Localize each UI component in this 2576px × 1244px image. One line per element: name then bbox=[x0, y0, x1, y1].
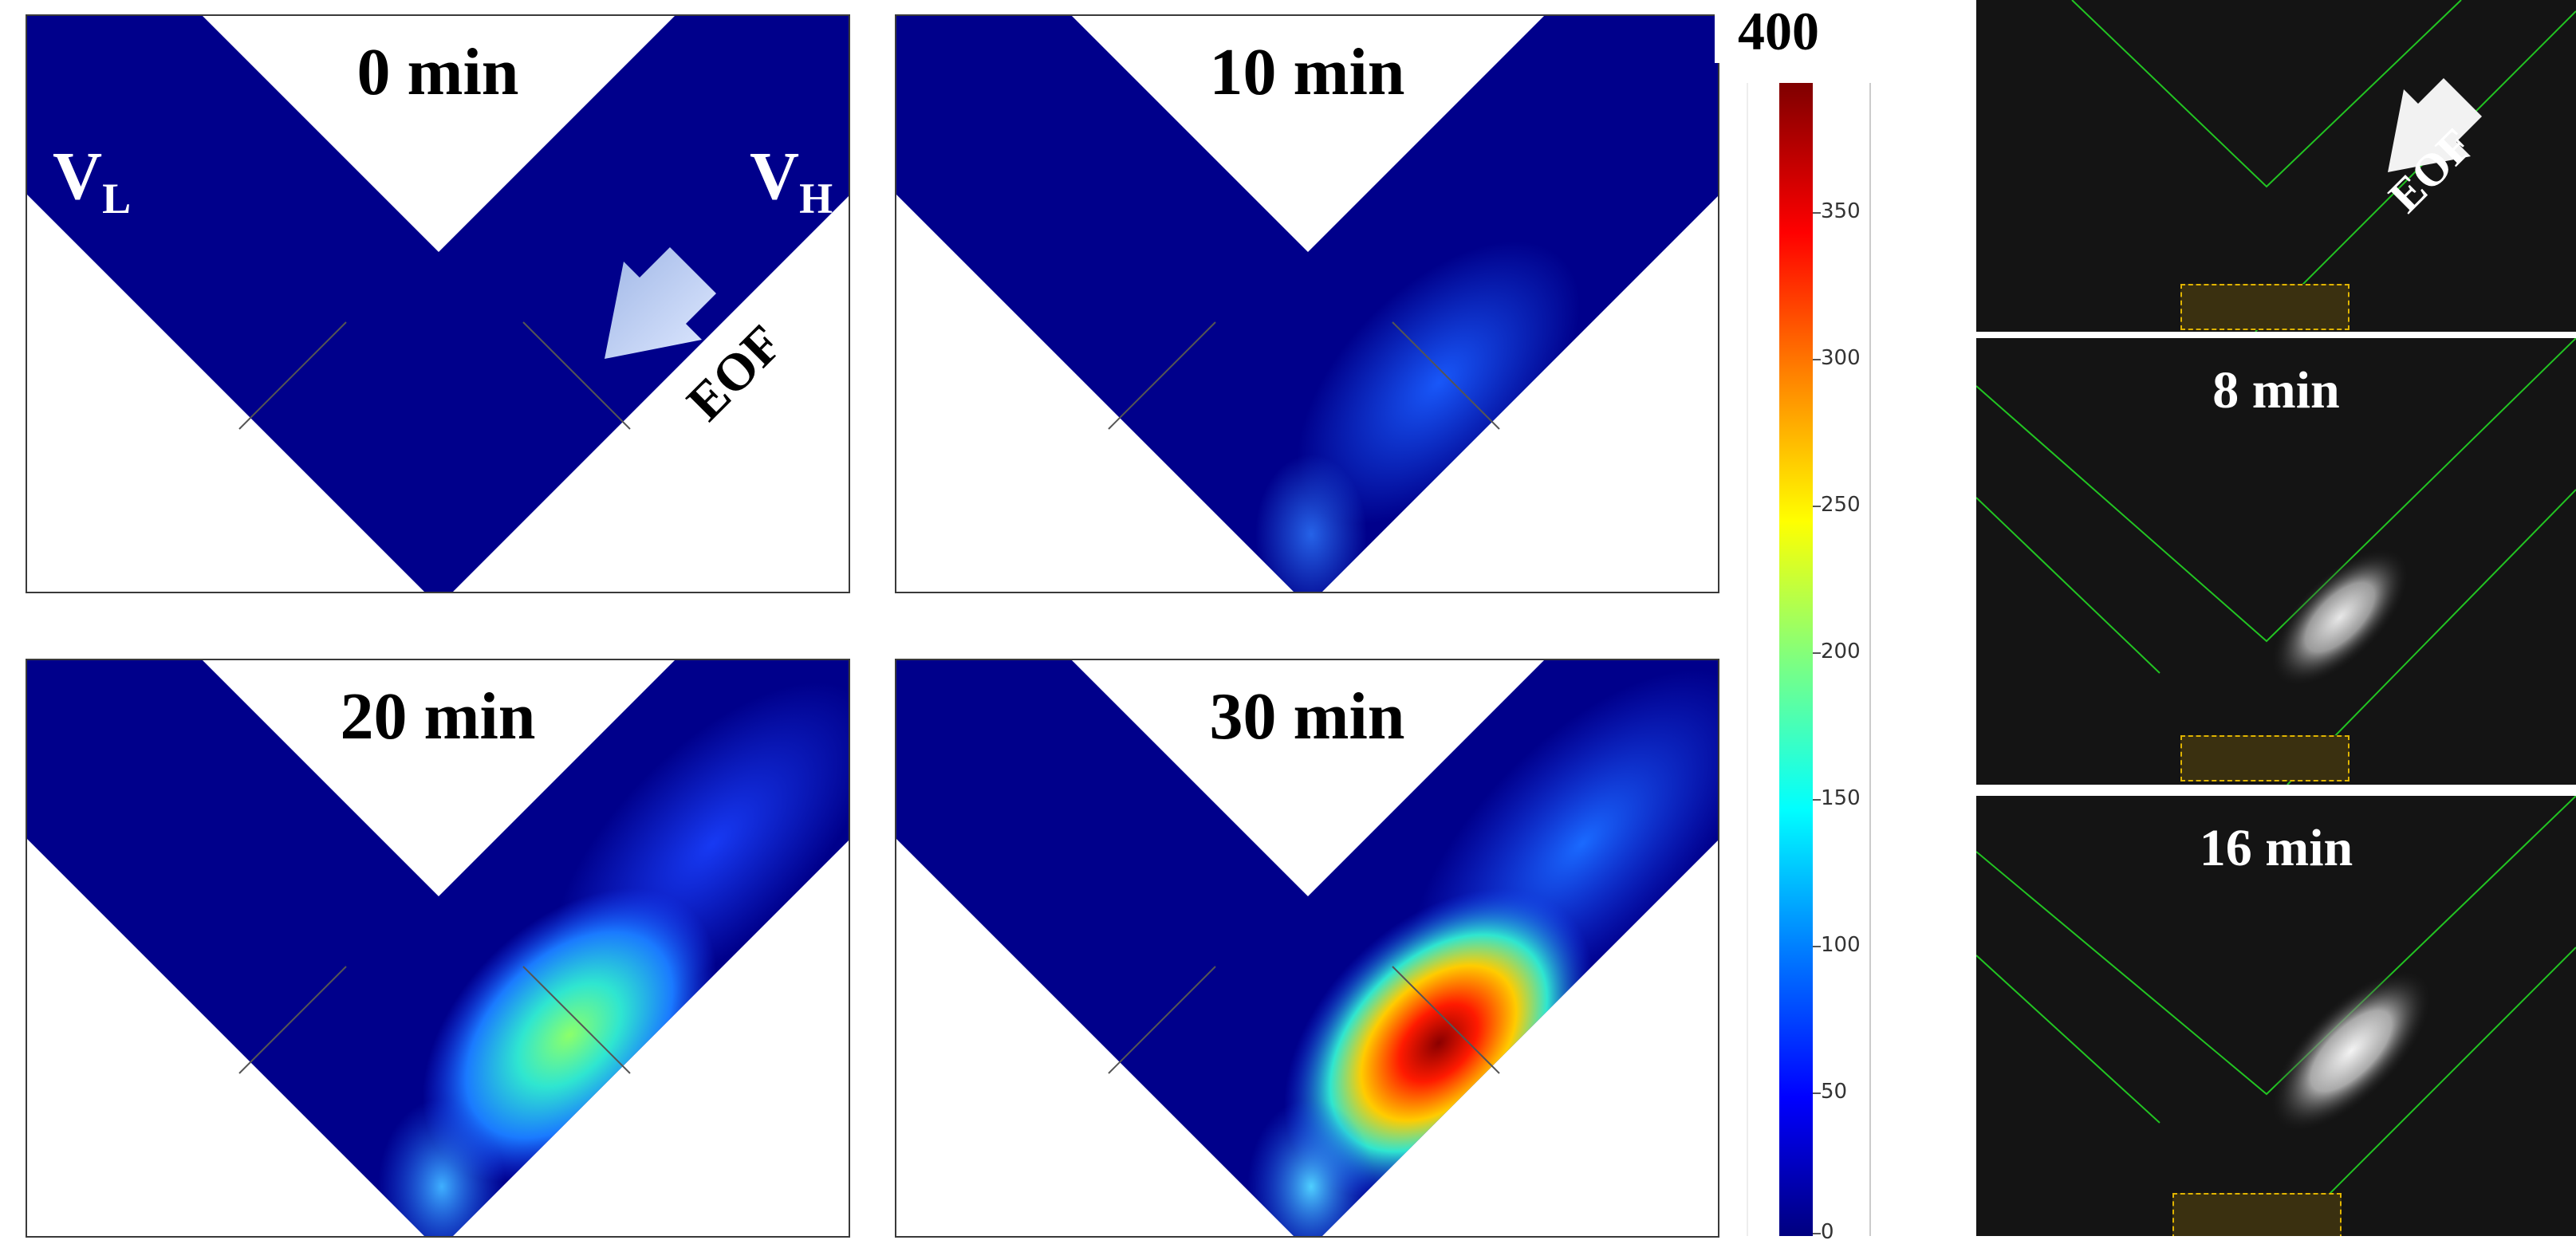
colorbar-tick-label: 300 bbox=[1821, 346, 1861, 370]
sim-panel-20min: 20 min bbox=[26, 659, 850, 1238]
flow-arrow-icon bbox=[605, 247, 716, 359]
colorbar-tick bbox=[1813, 799, 1821, 801]
colorbar-tick bbox=[1813, 946, 1821, 947]
v-channel bbox=[27, 660, 849, 1236]
vl-label: VL bbox=[53, 137, 132, 223]
colorbar-tick bbox=[1813, 652, 1821, 654]
panel-time-label: 10 min bbox=[1209, 35, 1405, 109]
colorbar-frame bbox=[1747, 83, 1748, 1236]
channel-outline bbox=[2071, 0, 2576, 332]
electrode-marker bbox=[2180, 735, 2350, 781]
colorbar-max-label: 400 bbox=[1715, 0, 1842, 63]
colorbar-tick bbox=[1813, 1092, 1821, 1094]
separator bbox=[1976, 332, 2576, 338]
panel-time-label: 16 min bbox=[2199, 819, 2353, 877]
sim-panel-10min: 10 min bbox=[895, 14, 1719, 593]
sim-panel-0min: 0 min VL VH EOF bbox=[26, 14, 850, 593]
colorbar-tick-label: 100 bbox=[1821, 933, 1861, 957]
colorbar-tick bbox=[1813, 506, 1821, 507]
v-channel bbox=[896, 660, 1718, 1236]
colorbar-tick-label: 250 bbox=[1821, 493, 1861, 517]
exp-panel-8min: 8 min bbox=[1976, 338, 2576, 785]
vh-label: VH bbox=[750, 137, 833, 223]
electrode-marker bbox=[2172, 1193, 2342, 1236]
colorbar: 400 350 300 250 200 150 100 50 0 bbox=[1715, 0, 1882, 1244]
colorbar-tick-label: 200 bbox=[1821, 640, 1861, 663]
v-channel bbox=[896, 16, 1718, 592]
channel-outline bbox=[1976, 796, 2576, 1236]
v-channel bbox=[27, 16, 849, 592]
electrode-marker bbox=[2180, 284, 2350, 330]
colorbar-tick bbox=[1813, 359, 1821, 360]
colorbar-tick-label: 150 bbox=[1821, 786, 1861, 810]
sim-panel-30min: 30 min bbox=[895, 659, 1719, 1238]
panel-time-label: 8 min bbox=[2212, 361, 2340, 419]
colorbar-frame bbox=[1869, 83, 1871, 1236]
colorbar-tick-label: 50 bbox=[1821, 1080, 1848, 1104]
colorbar-tick-label: 350 bbox=[1821, 199, 1861, 223]
panel-time-label: 20 min bbox=[340, 679, 536, 754]
panel-time-label: 0 min bbox=[356, 35, 519, 109]
colorbar-tick bbox=[1813, 1233, 1821, 1234]
colorbar-tick bbox=[1813, 212, 1821, 214]
separator bbox=[1976, 785, 2576, 796]
panel-time-label: 30 min bbox=[1209, 679, 1405, 754]
colorbar-tick-label: 0 bbox=[1821, 1220, 1834, 1244]
colorbar-gradient bbox=[1779, 83, 1813, 1236]
exp-panel-0: EOF bbox=[1976, 0, 2576, 332]
exp-panel-16min: 16 min bbox=[1976, 796, 2576, 1236]
